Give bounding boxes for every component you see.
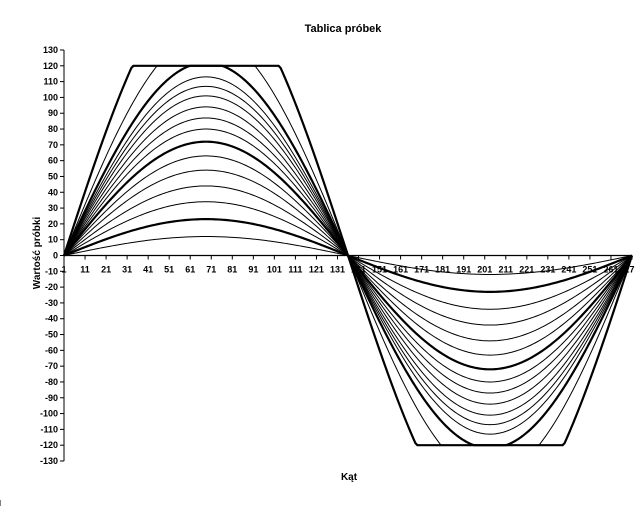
x-tick-label: 121	[309, 265, 324, 275]
x-tick-label: 221	[519, 265, 534, 275]
x-tick-label: 161	[393, 265, 408, 275]
x-tick-label: 61	[185, 265, 195, 275]
y-axis-label: Wartość próbki	[32, 217, 43, 290]
y-tick-label: 110	[43, 77, 58, 87]
x-tick-label: 271	[624, 265, 635, 275]
x-tick-label: 201	[477, 265, 492, 275]
y-tick-label: 60	[48, 156, 58, 166]
x-tick-label: 81	[227, 265, 237, 275]
y-tick-label: 120	[43, 61, 58, 71]
x-tick-label: 241	[561, 265, 576, 275]
y-tick-label: -20	[45, 282, 58, 292]
x-tick-label: 31	[122, 265, 132, 275]
y-tick-label: 100	[43, 92, 58, 102]
y-tick-label: 70	[48, 140, 58, 150]
y-tick-label: -90	[45, 393, 58, 403]
y-tick-label: 0	[53, 251, 58, 261]
x-tick-label: 151	[372, 265, 387, 275]
x-tick-label: 101	[267, 265, 282, 275]
x-tick-label: 181	[435, 265, 450, 275]
y-tick-label: 10	[48, 235, 58, 245]
y-tick-label: -100	[40, 409, 58, 419]
x-tick-label: 231	[540, 265, 555, 275]
y-tick-label: -70	[45, 361, 58, 371]
x-tick-label: 131	[330, 265, 345, 275]
y-tick-label: -50	[45, 330, 58, 340]
y-tick-label: -10	[45, 266, 58, 276]
y-tick-label: -60	[45, 345, 58, 355]
chart-title: Tablica próbek	[305, 23, 383, 35]
x-tick-label: 11	[80, 265, 90, 275]
y-tick-label: 80	[48, 124, 58, 134]
y-tick-label: 130	[43, 45, 58, 55]
y-tick-label: -120	[40, 440, 58, 450]
x-tick-label: 51	[164, 265, 174, 275]
x-tick-label: 251	[582, 265, 597, 275]
y-tick-label: 30	[48, 203, 58, 213]
y-tick-label: 20	[48, 219, 58, 229]
x-tick-label: 91	[248, 265, 258, 275]
x-tick-label: 261	[603, 265, 618, 275]
y-tick-label: 40	[48, 187, 58, 197]
x-tick-label: 191	[456, 265, 471, 275]
x-tick-label: 211	[499, 265, 514, 275]
x-tick-label: 71	[206, 265, 216, 275]
y-tick-label: -110	[40, 424, 58, 434]
y-tick-label: 50	[48, 171, 58, 181]
x-tick-label: 111	[288, 265, 302, 275]
y-tick-label: -80	[45, 377, 58, 387]
y-tick-label: 90	[48, 108, 58, 118]
x-tick-label: 41	[143, 265, 153, 275]
y-tick-label: -40	[45, 314, 58, 324]
y-tick-label: -30	[45, 298, 58, 308]
x-tick-label: 21	[101, 265, 111, 275]
x-axis-label: Kąt	[341, 472, 358, 483]
y-axis-ticks: 1301201101009080706050403020100-10-20-30…	[40, 45, 64, 466]
y-tick-label: -130	[40, 456, 58, 466]
